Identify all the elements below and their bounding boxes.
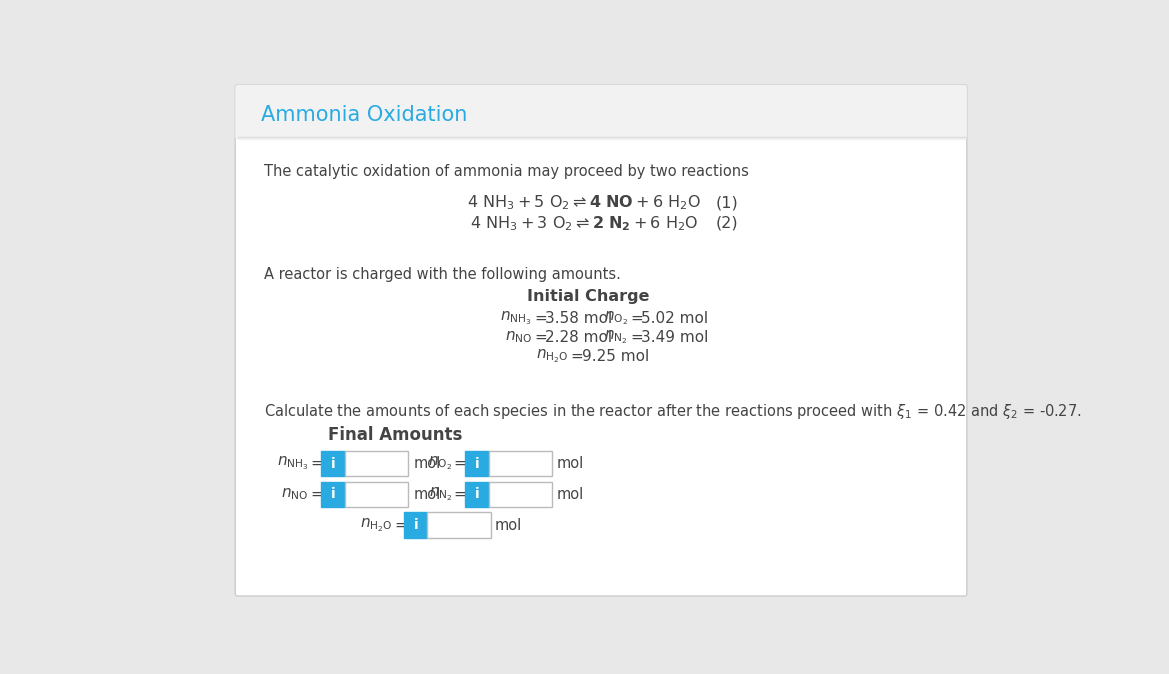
FancyBboxPatch shape [235, 85, 967, 140]
Text: mol: mol [556, 487, 584, 502]
Text: $n_{\mathrm{NO}}$: $n_{\mathrm{NO}}$ [505, 330, 532, 345]
Text: Initial Charge: Initial Charge [526, 289, 649, 304]
Text: (1): (1) [715, 195, 739, 210]
Text: 2.28 mol: 2.28 mol [545, 330, 613, 345]
Text: i: i [331, 456, 336, 470]
Text: A reactor is charged with the following amounts.: A reactor is charged with the following … [264, 268, 621, 282]
Bar [345, 451, 408, 477]
Text: 5.02 mol: 5.02 mol [641, 311, 707, 326]
Text: $n_{\mathrm{O_2}}$: $n_{\mathrm{O_2}}$ [428, 455, 452, 472]
Text: =: = [570, 349, 583, 364]
Text: $n_{\mathrm{O_2}}$: $n_{\mathrm{O_2}}$ [604, 309, 628, 327]
Text: $n_{\mathrm{NH_3}}$: $n_{\mathrm{NH_3}}$ [277, 455, 309, 472]
Text: =: = [454, 456, 466, 471]
Text: $n_{\mathrm{N_2}}$: $n_{\mathrm{N_2}}$ [604, 328, 628, 346]
Text: $4\ \mathrm{NH_3} + 5\ \mathrm{O_2} \rightleftharpoons \mathbf{4\ NO} + 6\ \math: $4\ \mathrm{NH_3} + 5\ \mathrm{O_2} \rig… [468, 193, 701, 212]
Text: Ammonia Oxidation: Ammonia Oxidation [261, 104, 468, 125]
Bar [321, 451, 345, 477]
Text: $4\ \mathrm{NH_3} + 3\ \mathrm{O_2} \rightleftharpoons \mathbf{2\ N_2} + 6\ \mat: $4\ \mathrm{NH_3} + 3\ \mathrm{O_2} \rig… [470, 214, 698, 233]
Text: =: = [534, 330, 547, 345]
Bar [428, 512, 491, 538]
Text: $n_{\mathrm{NH_3}}$: $n_{\mathrm{NH_3}}$ [500, 309, 532, 327]
Text: i: i [475, 456, 479, 470]
Text: i: i [414, 518, 419, 532]
Text: $n_{\mathrm{N_2}}$: $n_{\mathrm{N_2}}$ [429, 485, 452, 503]
Text: =: = [630, 330, 643, 345]
Text: =: = [534, 311, 547, 326]
Text: Final Amounts: Final Amounts [328, 426, 463, 444]
Bar [238, 123, 963, 139]
Text: mol: mol [556, 456, 584, 471]
Text: i: i [475, 487, 479, 501]
Text: 3.58 mol: 3.58 mol [545, 311, 613, 326]
FancyBboxPatch shape [235, 85, 967, 596]
Text: i: i [331, 487, 336, 501]
Bar [404, 512, 428, 538]
Text: Calculate the amounts of each species in the reactor after the reactions proceed: Calculate the amounts of each species in… [264, 402, 1081, 421]
Bar [345, 482, 408, 507]
Text: =: = [394, 518, 407, 532]
Bar [489, 482, 552, 507]
Text: $n_{\mathrm{H_2O}}$: $n_{\mathrm{H_2O}}$ [535, 348, 568, 365]
Text: mol: mol [414, 487, 441, 502]
Bar [489, 451, 552, 477]
Text: 9.25 mol: 9.25 mol [582, 349, 649, 364]
Bar [465, 451, 489, 477]
Bar [321, 482, 345, 507]
Text: mol: mol [494, 518, 523, 532]
Text: $n_{\mathrm{NO}}$: $n_{\mathrm{NO}}$ [282, 487, 309, 502]
Text: =: = [630, 311, 643, 326]
Text: =: = [454, 487, 466, 502]
Text: mol: mol [414, 456, 441, 471]
Text: 3.49 mol: 3.49 mol [641, 330, 708, 345]
Text: =: = [311, 456, 323, 471]
Bar [465, 482, 489, 507]
Text: The catalytic oxidation of ammonia may proceed by two reactions: The catalytic oxidation of ammonia may p… [264, 164, 749, 179]
Text: $n_{\mathrm{H_2O}}$: $n_{\mathrm{H_2O}}$ [360, 516, 393, 534]
Text: (2): (2) [715, 216, 739, 231]
Text: =: = [311, 487, 323, 502]
